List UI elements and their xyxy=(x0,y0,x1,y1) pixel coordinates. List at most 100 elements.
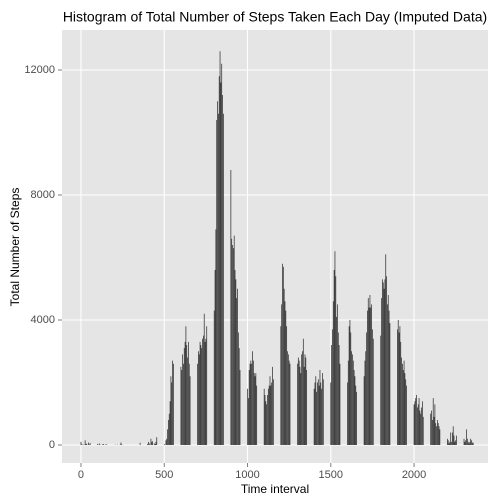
bar xyxy=(98,443,100,445)
bar xyxy=(120,442,122,445)
bar xyxy=(451,441,452,445)
bar xyxy=(401,357,402,445)
bar xyxy=(106,444,108,445)
bar xyxy=(466,438,468,445)
bar xyxy=(397,329,398,445)
bar xyxy=(282,263,283,445)
bar xyxy=(438,426,440,445)
bar xyxy=(221,63,223,445)
bar xyxy=(347,382,348,445)
bar xyxy=(437,423,439,445)
bar xyxy=(353,370,355,445)
bar xyxy=(235,279,237,445)
bar xyxy=(330,382,332,445)
bar xyxy=(265,401,267,445)
bar xyxy=(283,288,285,445)
bar xyxy=(163,444,165,445)
bar xyxy=(267,388,269,445)
bar xyxy=(197,363,198,445)
bar xyxy=(372,338,374,445)
bar xyxy=(402,363,403,445)
bar xyxy=(298,360,300,445)
x-tick-label: 500 xyxy=(155,469,173,481)
bar xyxy=(268,385,270,445)
bar xyxy=(465,440,467,445)
bar xyxy=(280,326,282,445)
bar xyxy=(399,326,401,445)
bar xyxy=(322,379,324,445)
bar xyxy=(215,229,217,445)
bar xyxy=(220,82,222,445)
bar xyxy=(439,429,441,445)
panel xyxy=(62,30,488,463)
bar xyxy=(287,351,288,445)
bar xyxy=(382,282,384,445)
bar xyxy=(322,373,323,445)
bar xyxy=(182,354,183,445)
bar xyxy=(231,238,233,445)
bar xyxy=(306,370,308,445)
y-tick-label: 4000 xyxy=(31,314,55,326)
bar xyxy=(184,341,186,445)
bar xyxy=(356,391,357,445)
bar xyxy=(434,404,436,445)
bar xyxy=(155,441,157,445)
bar xyxy=(422,416,424,445)
bar xyxy=(352,354,353,445)
bar xyxy=(436,426,437,445)
bar xyxy=(387,295,389,445)
bar xyxy=(436,420,438,445)
bar xyxy=(232,248,234,445)
bar xyxy=(417,407,418,445)
bar xyxy=(199,341,201,445)
bar xyxy=(385,254,387,445)
bar xyxy=(289,363,291,445)
bar xyxy=(232,245,233,445)
bar xyxy=(469,441,471,445)
bar xyxy=(454,441,456,445)
bar xyxy=(187,357,188,445)
bar xyxy=(230,170,232,445)
x-tick-label: 1000 xyxy=(235,469,259,481)
bar xyxy=(463,438,465,445)
bar xyxy=(355,385,357,445)
bar xyxy=(297,357,299,445)
bar xyxy=(219,51,221,445)
bar xyxy=(305,357,307,445)
bar xyxy=(337,332,339,445)
bar xyxy=(263,388,265,445)
bar xyxy=(266,404,268,445)
bar xyxy=(167,429,168,445)
bar xyxy=(152,441,153,445)
bar xyxy=(317,382,318,445)
bar xyxy=(168,413,170,445)
bar xyxy=(189,376,191,445)
bar xyxy=(80,441,82,445)
bar xyxy=(318,385,320,445)
bar xyxy=(367,298,369,445)
bar xyxy=(413,404,415,445)
bar xyxy=(252,360,254,445)
bar xyxy=(299,366,301,445)
bar xyxy=(88,444,90,445)
bar xyxy=(147,444,148,445)
bar xyxy=(319,370,321,445)
bar xyxy=(169,401,171,445)
bar xyxy=(405,379,407,445)
bar xyxy=(418,398,420,445)
bar xyxy=(446,438,448,445)
bar xyxy=(448,443,450,445)
bar xyxy=(185,326,187,445)
bar xyxy=(248,370,250,445)
bar xyxy=(447,440,449,445)
bar xyxy=(383,288,385,445)
bar xyxy=(151,441,153,445)
bar xyxy=(348,326,350,445)
bar xyxy=(470,438,472,445)
bar xyxy=(168,420,169,445)
bar xyxy=(450,432,452,445)
bar xyxy=(332,329,333,445)
bar xyxy=(433,416,435,445)
bar xyxy=(302,351,303,445)
